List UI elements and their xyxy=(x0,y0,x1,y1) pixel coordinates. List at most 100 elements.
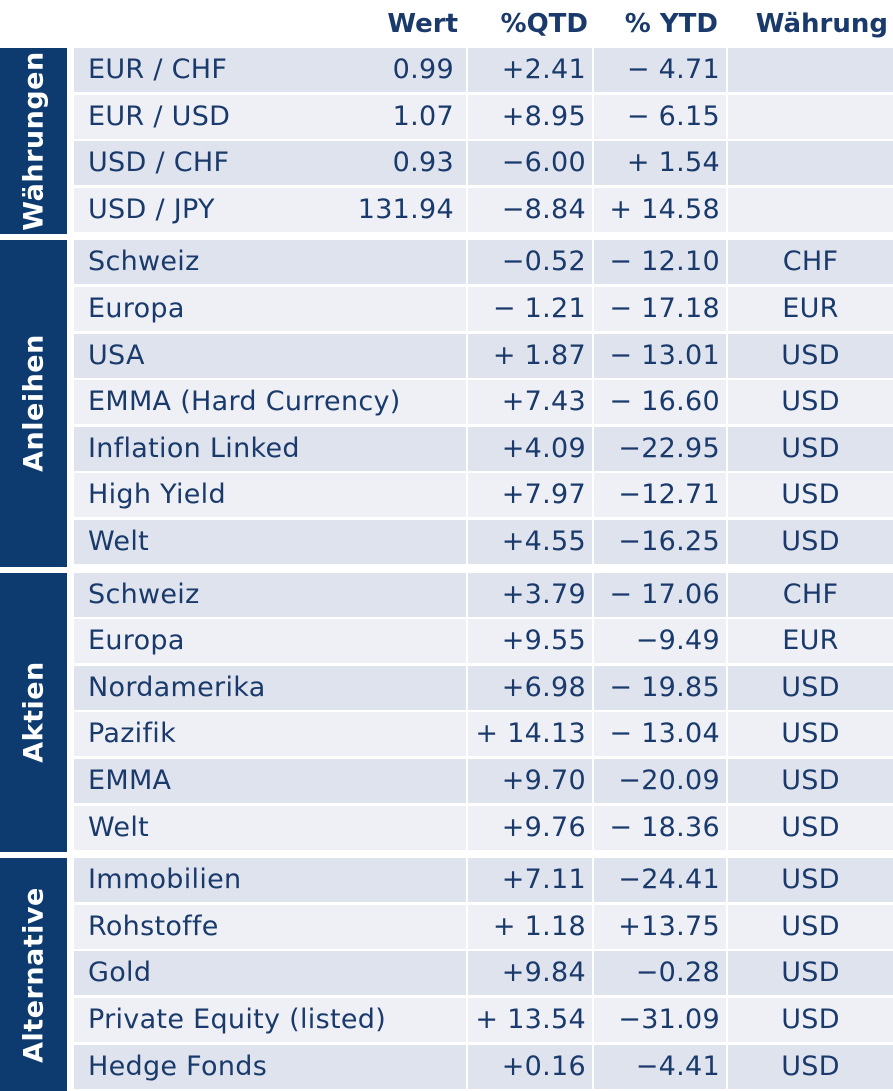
row-name: USA xyxy=(88,339,145,371)
group-label-tab: Währungen xyxy=(0,48,67,235)
row-ytd: − 4.71 xyxy=(626,54,720,85)
row-wert: 0.93 xyxy=(392,147,454,179)
row-qtd: + 13.54 xyxy=(475,1003,586,1035)
group-alternative: Alternative Immobilien +7.11 −24.41 USD Rohst… xyxy=(0,858,893,1091)
cell-background xyxy=(594,805,726,850)
row-wert: 131.94 xyxy=(357,193,454,225)
row-qtd: −6.00 xyxy=(501,147,586,179)
group-label-tab: Alternative xyxy=(0,858,67,1091)
row-name: EMMA (Hard Currency) xyxy=(88,386,401,418)
row-ytd: +13.75 xyxy=(618,910,720,942)
table-row: EMMA (Hard Currency) +7.43 − 16.60 USD xyxy=(74,380,893,426)
cell-background xyxy=(594,426,726,471)
row-waehrung: USD xyxy=(781,432,840,464)
row-waehrung xyxy=(728,95,893,139)
row-ytd: − 13.04 xyxy=(609,718,720,750)
cell-background xyxy=(468,519,592,564)
cell-background xyxy=(468,187,592,232)
table-row: High Yield +7.97 −12.71 USD xyxy=(74,473,893,519)
cell-background xyxy=(468,426,592,471)
row-qtd: +4.09 xyxy=(501,432,586,464)
table-row: USA + 1.87 − 13.01 USD xyxy=(74,333,893,380)
row-name: Inflation Linked xyxy=(88,432,300,464)
table-row: Welt +9.76 − 18.36 USD xyxy=(74,805,893,852)
row-wert xyxy=(74,380,466,424)
cell-background xyxy=(468,380,592,425)
cell-background xyxy=(74,572,466,617)
row-name: USD / JPY xyxy=(88,193,215,225)
cell-background xyxy=(468,951,592,996)
cell-background xyxy=(74,473,466,518)
cell-background xyxy=(468,805,592,850)
group-anleihen: Anleihen Schweiz −0.52 − 12.10 CHF Europa − 1.… xyxy=(0,240,893,567)
column-header-waehrung: Währung xyxy=(755,9,888,39)
row-ytd: −9.49 xyxy=(635,625,720,657)
column-header-wert: Wert xyxy=(387,9,458,39)
row-waehrung xyxy=(728,141,893,185)
cell-background xyxy=(728,380,893,425)
row-wert xyxy=(74,334,466,378)
table-header: Wert %QTD % YTD Währung xyxy=(0,0,893,48)
row-name: EUR / USD xyxy=(88,100,231,132)
cell-background xyxy=(74,426,466,471)
row-ytd: −24.41 xyxy=(618,864,720,896)
row-wert xyxy=(74,573,466,617)
row-ytd: + 14.58 xyxy=(609,193,720,225)
row-ytd: − 16.60 xyxy=(609,386,720,418)
row-wert xyxy=(74,619,466,663)
cell-background xyxy=(594,951,726,996)
row-name: Rohstoffe xyxy=(88,910,219,942)
row-wert xyxy=(74,806,466,850)
cell-background xyxy=(594,286,726,331)
row-qtd: +9.55 xyxy=(501,625,586,657)
row-qtd: +4.55 xyxy=(501,525,586,557)
cell-background xyxy=(728,758,893,803)
row-qtd: +7.43 xyxy=(501,386,586,418)
cell-background xyxy=(728,904,893,949)
cell-background xyxy=(594,997,726,1042)
row-ytd: −20.09 xyxy=(618,764,720,796)
table-row: EUR / CHF 0.99 +2.41 − 4.71 xyxy=(74,48,893,94)
cell-background xyxy=(74,286,466,331)
cell-background xyxy=(594,380,726,425)
row-name: Nordamerika xyxy=(88,671,266,703)
row-ytd: − 12.10 xyxy=(609,246,720,278)
row-wert xyxy=(74,951,466,995)
row-qtd: +6.98 xyxy=(501,671,586,703)
row-name: Pazifik xyxy=(88,718,177,750)
row-name: Immobilien xyxy=(88,864,242,896)
row-ytd: − 17.06 xyxy=(609,578,720,610)
row-name: Schweiz xyxy=(88,578,200,610)
table-row: Europa − 1.21 − 17.18 EUR xyxy=(74,286,893,333)
cell-background xyxy=(468,619,592,664)
row-name: Welt xyxy=(88,525,150,557)
row-qtd: −0.52 xyxy=(501,246,586,278)
table-row: Rohstoffe + 1.18 +13.75 USD xyxy=(74,904,893,951)
cell-background xyxy=(728,665,893,710)
cell-background xyxy=(728,997,893,1042)
cell-background xyxy=(594,94,726,139)
row-waehrung: USD xyxy=(781,339,840,371)
cell-background xyxy=(594,519,726,564)
table-row: Nordamerika +6.98 − 19.85 USD xyxy=(74,665,893,712)
row-waehrung: USD xyxy=(781,864,840,896)
cell-background xyxy=(728,333,893,378)
row-qtd: +9.76 xyxy=(501,811,586,843)
column-header-qtd: %QTD xyxy=(500,9,588,39)
cell-background xyxy=(74,94,466,139)
group-label: Aktien xyxy=(18,661,49,764)
cell-background xyxy=(594,333,726,378)
table-row: EUR / USD 1.07 +8.95 − 6.15 xyxy=(74,94,893,141)
cell-background xyxy=(594,758,726,803)
table-row: Hedge Fonds +0.16 −4.41 USD xyxy=(74,1044,893,1091)
row-qtd: −8.84 xyxy=(501,193,586,225)
row-name: Europa xyxy=(88,625,185,657)
table-row: Pazifik + 14.13 − 13.04 USD xyxy=(74,712,893,758)
row-wert xyxy=(74,998,466,1042)
row-waehrung: USD xyxy=(781,910,840,942)
row-wert xyxy=(74,666,466,710)
row-name: EMMA xyxy=(88,764,172,796)
row-waehrung: USD xyxy=(781,811,840,843)
cell-background xyxy=(74,519,466,564)
row-waehrung: USD xyxy=(781,386,840,418)
